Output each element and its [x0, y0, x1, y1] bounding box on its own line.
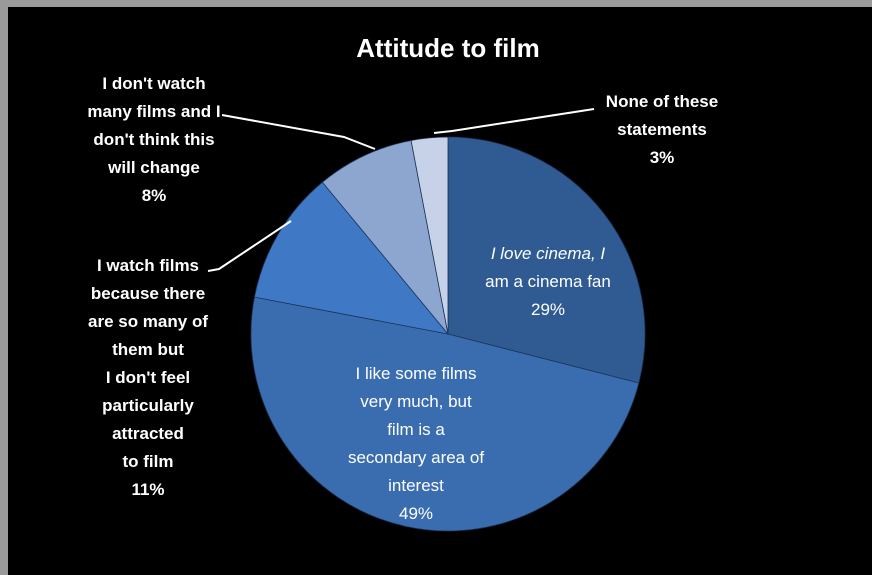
slice-percent-label: 3%	[650, 148, 675, 167]
chart-frame: Attitude to film I love cinema, I am a ci…	[8, 7, 872, 575]
leader-lines	[207, 108, 595, 272]
slice-label-line: because there	[91, 284, 205, 303]
slice-label-line: I don't feel	[106, 368, 190, 387]
slice-label-line: will change	[107, 158, 200, 177]
pie-slices	[250, 136, 646, 532]
chart-title: Attitude to film	[356, 33, 539, 63]
leader-line-4	[221, 114, 376, 150]
slice-percent-label: 11%	[131, 480, 164, 499]
pie-slice-1	[447, 136, 646, 384]
slice-label-line: many films and I	[87, 102, 220, 121]
slice-label-line: None of these	[606, 92, 718, 111]
slice-label-line: interest	[388, 476, 444, 495]
slice-label-line: film is a	[387, 420, 445, 439]
leader-line-3	[207, 220, 292, 272]
pie-chart: Attitude to film I love cinema, I am a ci…	[87, 33, 718, 532]
pie-slice-4	[321, 140, 449, 335]
slice-percent-label: 8%	[142, 186, 167, 205]
slice-label-line: I like some films	[356, 364, 477, 383]
slice-label-line: secondary area of	[348, 448, 484, 467]
slice-label-line: statements	[617, 120, 707, 139]
slice-label-line: am a cinema fan	[485, 272, 611, 291]
slice-label-line: particularly	[102, 396, 194, 415]
slice-label-line: attracted	[112, 424, 184, 443]
pie-slice-2	[250, 296, 640, 532]
pie-slice-5	[410, 136, 449, 335]
slice-label-line: very much, but	[360, 392, 472, 411]
leader-line-5	[433, 108, 595, 134]
pie-slice-3	[254, 181, 450, 335]
slice-label-line: to film	[123, 452, 174, 471]
slice-label-line: I watch films	[97, 256, 199, 275]
slice-label-line: I don't watch	[102, 74, 205, 93]
slice-labels: I love cinema, I am a cinema fan 29% I like…	[87, 74, 718, 523]
slice-percent-label: 49%	[399, 504, 433, 523]
slice-label-line: are so many of	[88, 312, 208, 331]
slice-label-line: I love cinema, I	[491, 244, 606, 263]
slice-percent-label: 29%	[531, 300, 565, 319]
slice-label-line: don't think this	[93, 130, 214, 149]
slice-label-line: them but	[112, 340, 184, 359]
